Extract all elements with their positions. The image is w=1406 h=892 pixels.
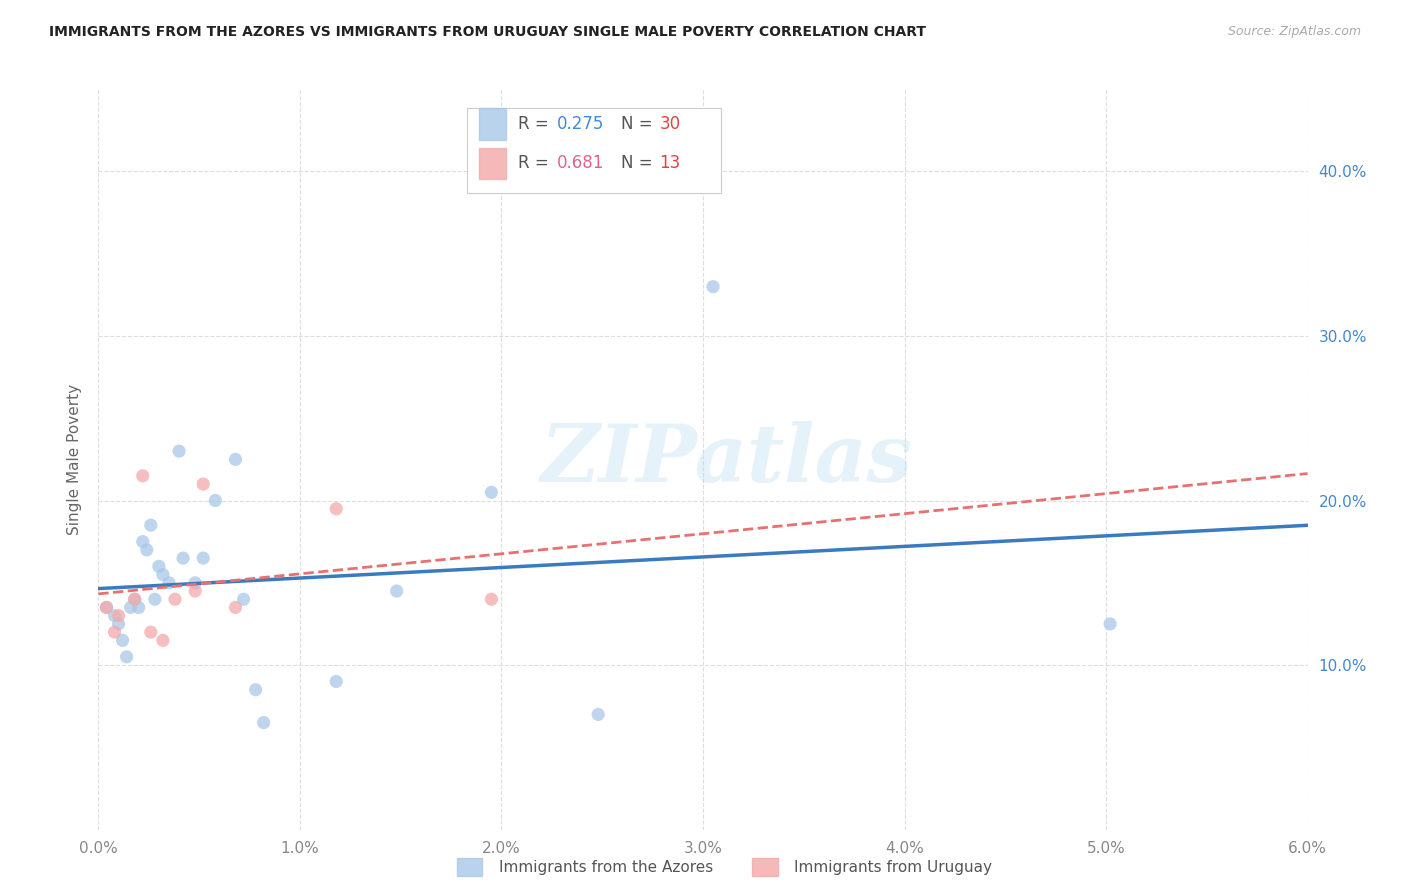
Point	[96, 600, 118, 615]
Bar	[479, 109, 506, 139]
Point	[132, 468, 155, 483]
Text: IMMIGRANTS FROM THE AZORES VS IMMIGRANTS FROM URUGUAY SINGLE MALE POVERTY CORREL: IMMIGRANTS FROM THE AZORES VS IMMIGRANTS…	[49, 25, 927, 39]
Text: 13: 13	[659, 154, 681, 172]
Point	[232, 592, 254, 607]
Text: Source: ZipAtlas.com: Source: ZipAtlas.com	[1227, 25, 1361, 38]
Point	[325, 501, 347, 516]
Point	[115, 649, 138, 664]
Point	[157, 575, 180, 590]
Point	[103, 625, 125, 640]
Point	[184, 584, 207, 599]
Point	[325, 674, 347, 689]
Text: 30: 30	[659, 115, 681, 133]
Point	[184, 575, 207, 590]
Point	[193, 477, 215, 491]
Point	[111, 633, 134, 648]
Point	[124, 592, 146, 607]
Text: 0.275: 0.275	[557, 115, 605, 133]
Text: Immigrants from the Azores: Immigrants from the Azores	[499, 860, 713, 874]
Point	[385, 584, 408, 599]
Point	[107, 608, 129, 623]
Point	[152, 567, 174, 582]
Text: N =: N =	[621, 115, 658, 133]
Point	[245, 682, 267, 697]
Point	[253, 715, 276, 730]
Point	[132, 534, 155, 549]
Point	[1099, 616, 1122, 631]
Point	[152, 633, 174, 648]
Text: ZIPatlas: ZIPatlas	[541, 421, 914, 498]
Point	[139, 625, 162, 640]
Text: R =: R =	[517, 115, 554, 133]
Y-axis label: Single Male Poverty: Single Male Poverty	[67, 384, 83, 535]
Point	[148, 559, 170, 574]
Point	[124, 592, 146, 607]
Text: Immigrants from Uruguay: Immigrants from Uruguay	[794, 860, 993, 874]
Point	[135, 542, 157, 557]
Point	[586, 707, 609, 722]
Point	[128, 600, 150, 615]
Bar	[479, 148, 506, 178]
Point	[204, 493, 226, 508]
FancyBboxPatch shape	[467, 108, 721, 193]
Point	[481, 592, 503, 607]
Point	[96, 600, 118, 615]
Point	[481, 485, 503, 500]
Point	[224, 600, 246, 615]
Point	[120, 600, 142, 615]
Text: N =: N =	[621, 154, 658, 172]
Point	[224, 452, 246, 467]
Text: R =: R =	[517, 154, 554, 172]
Point	[143, 592, 166, 607]
Text: 0.681: 0.681	[557, 154, 605, 172]
Point	[163, 592, 186, 607]
Point	[103, 608, 125, 623]
Point	[172, 551, 194, 566]
Point	[139, 518, 162, 533]
Point	[702, 279, 724, 293]
Point	[107, 616, 129, 631]
Point	[193, 551, 215, 566]
Point	[167, 444, 190, 458]
